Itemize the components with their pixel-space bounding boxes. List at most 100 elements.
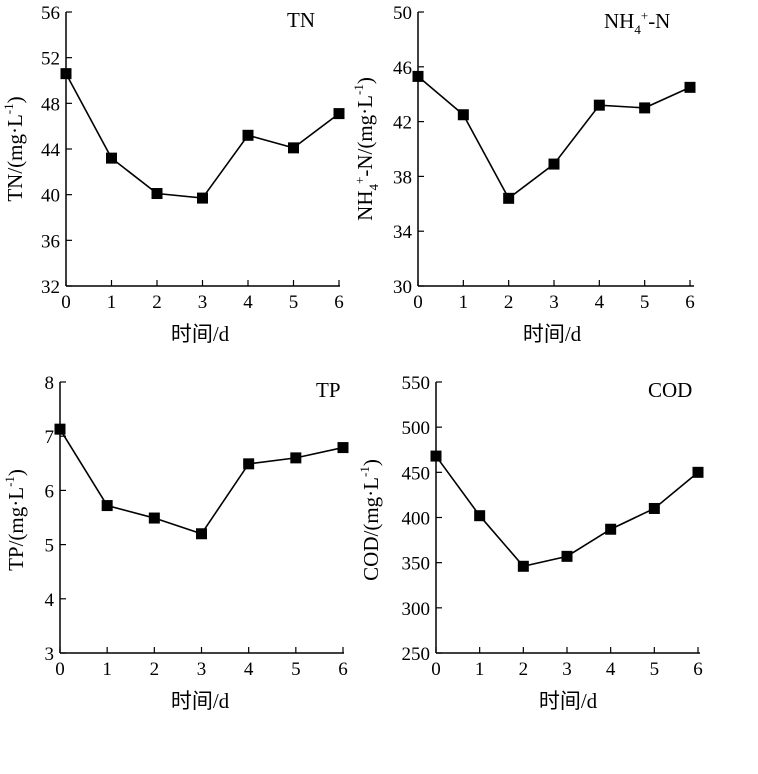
y-tick-label: 6 — [45, 481, 55, 502]
x-tick-label: 6 — [685, 292, 695, 313]
data-point — [148, 512, 160, 524]
y-tick-label: 32 — [41, 277, 60, 298]
y-label-tail: ) — [4, 469, 28, 476]
y-tick-label: 300 — [402, 599, 431, 620]
x-tick-label: 0 — [55, 659, 65, 680]
y-tick-label: 48 — [41, 94, 60, 115]
chart-panel-tp: 3 4 5 6 7 8 0 1 2 3 4 5 6 TP 时间/d TP/(mg·L-1) — [2, 373, 349, 713]
y-tick-label: 44 — [41, 140, 61, 161]
series-line — [417, 75, 691, 200]
x-tick-label: 3 — [197, 659, 207, 680]
y-tick-label: 38 — [393, 167, 412, 188]
y-tick-label: 56 — [41, 3, 60, 24]
y-tick-label: 52 — [41, 49, 60, 70]
y-tick-label: 36 — [41, 231, 60, 252]
x-tick-label: 2 — [504, 292, 514, 313]
x-tick-label: 4 — [606, 659, 616, 680]
x-tick-label: 3 — [198, 292, 208, 313]
data-point — [684, 81, 696, 93]
y-tick-label: 4 — [45, 590, 55, 611]
y-label-sup1: + — [352, 177, 367, 184]
x-tick-label: 0 — [61, 292, 71, 313]
y-tick-label: 3 — [45, 644, 55, 665]
data-point — [290, 452, 302, 464]
y-tick-label: 42 — [393, 113, 412, 134]
y-tick-label: 46 — [393, 58, 412, 79]
x-tick-label: 1 — [107, 292, 117, 313]
data-point — [60, 68, 72, 80]
x-tick-label: 2 — [519, 659, 529, 680]
y-label-nh: NH — [353, 191, 377, 221]
y-tick-label: 5 — [45, 536, 55, 557]
y-label-base: TP/(mg·L — [4, 487, 28, 571]
data-point — [243, 458, 255, 470]
panel-title: TP — [316, 378, 341, 402]
x-tick-label: 5 — [640, 292, 650, 313]
y-tick-label: 450 — [402, 463, 431, 484]
series-line — [65, 73, 340, 199]
x-axis-label: 时间/d — [539, 689, 598, 713]
y-label-sup2: -1 — [351, 84, 366, 95]
data-point — [457, 109, 469, 121]
x-tick-label: 5 — [291, 659, 301, 680]
x-tick-label: 0 — [431, 659, 441, 680]
data-point — [503, 192, 515, 204]
data-point — [106, 152, 117, 164]
y-label-tail: ) — [3, 96, 27, 103]
x-tick-label: 5 — [289, 292, 299, 313]
data-point — [101, 500, 113, 512]
x-tick-label: 3 — [549, 292, 559, 313]
chart-panel-cod: 250 300 350 400 450 500 550 0 1 2 3 4 5 6 COD 时间/d CO… — [357, 373, 704, 713]
x-tick-label: 0 — [413, 292, 423, 313]
data-point — [474, 510, 486, 522]
x-tick-label: 1 — [102, 659, 112, 680]
y-tick-label: 50 — [393, 3, 412, 24]
y-label-sub: 4 — [366, 184, 381, 191]
data-point — [337, 442, 349, 454]
x-tick-label: 3 — [562, 659, 572, 680]
title-sub: 4 — [634, 22, 641, 37]
y-label-base: COD/(mg·L — [359, 477, 383, 581]
y-tick-label: 8 — [45, 373, 55, 394]
y-label-mid: -N/(mg·L — [353, 95, 377, 177]
data-point — [430, 450, 442, 462]
y-tick-label: 34 — [393, 222, 413, 243]
x-tick-label: 4 — [244, 659, 254, 680]
y-label-sup: -1 — [1, 103, 16, 114]
x-axis-label: 时间/d — [523, 322, 582, 346]
data-point — [151, 188, 163, 200]
panel-title: TN — [287, 8, 315, 32]
data-point — [692, 466, 704, 478]
y-axis-label: TP/(mg·L-1) — [2, 469, 28, 571]
x-tick-label: 5 — [650, 659, 660, 680]
panel-title: NH4+-N — [604, 8, 670, 37]
y-label-sup: -1 — [357, 466, 372, 477]
y-tick-label: 350 — [402, 554, 431, 575]
x-tick-label: 1 — [475, 659, 485, 680]
x-tick-label: 6 — [334, 292, 344, 313]
title-tail: -N — [648, 9, 670, 33]
data-point — [639, 102, 651, 114]
y-tick-label: 400 — [402, 509, 431, 530]
y-tick-label: 500 — [402, 418, 431, 439]
y-label-base: TN/(mg·L — [3, 114, 27, 201]
x-tick-label: 1 — [459, 292, 469, 313]
data-point — [548, 158, 560, 170]
y-axis-label: COD/(mg·L-1) — [357, 459, 383, 581]
data-point — [288, 142, 299, 154]
y-label-tail: ) — [353, 77, 377, 84]
x-axis-label: 时间/d — [171, 322, 230, 346]
y-tick-label: 7 — [45, 427, 55, 448]
x-tick-label: 4 — [243, 292, 253, 313]
data-point — [561, 550, 573, 562]
x-tick-label: 6 — [693, 659, 703, 680]
x-tick-label: 6 — [338, 659, 348, 680]
data-point — [605, 523, 617, 535]
y-axis-label: TN/(mg·L-1) — [1, 96, 27, 201]
x-tick-label: 2 — [150, 659, 160, 680]
panel-title: COD — [648, 378, 692, 402]
y-tick-label: 550 — [402, 373, 431, 394]
